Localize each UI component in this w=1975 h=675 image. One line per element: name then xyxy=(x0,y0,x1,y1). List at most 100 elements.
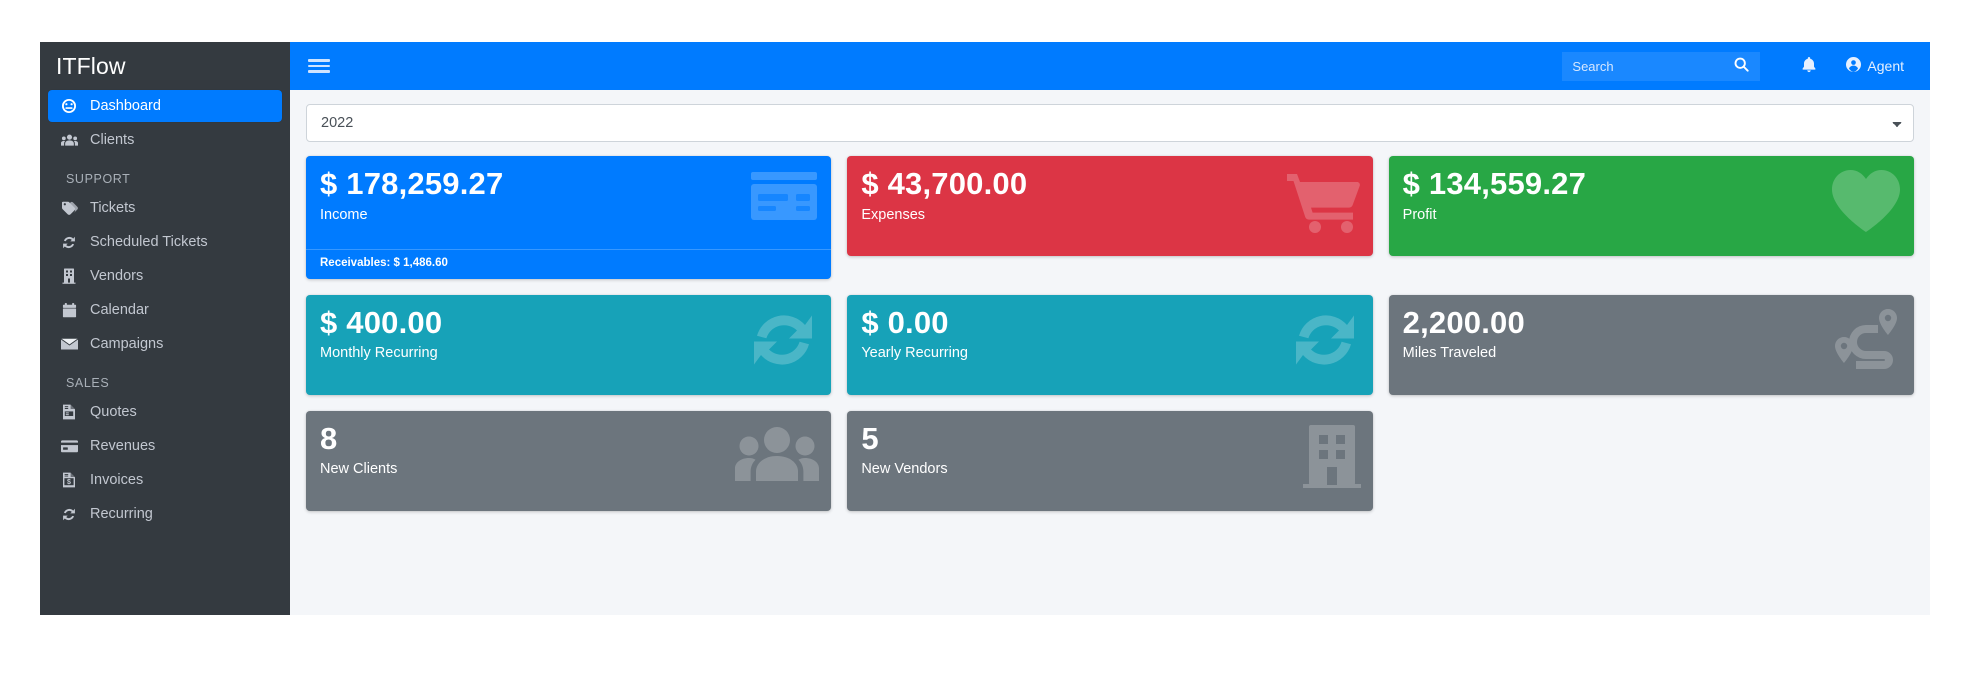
stat-card-new-vendors[interactable]: 5 New Vendors xyxy=(847,410,1373,511)
content-wrapper: Agent 2022 $ 178,259.27 Income Receivabl… xyxy=(290,42,1930,615)
stat-card-spacer xyxy=(320,361,817,387)
sidebar-item-invoices[interactable]: $ Invoices xyxy=(48,464,282,496)
top-navbar: Agent xyxy=(290,42,1930,90)
sidebar-item-campaigns[interactable]: Campaigns xyxy=(48,328,282,360)
search-group xyxy=(1562,51,1761,81)
sidebar-item-quotes[interactable]: Quotes xyxy=(48,396,282,428)
user-menu-button[interactable]: Agent xyxy=(1832,51,1918,81)
sidebar-item-dashboard[interactable]: Dashboard xyxy=(48,90,282,122)
sidebar-item-label: Clients xyxy=(90,132,135,148)
sidebar-item-tickets[interactable]: Tickets xyxy=(48,192,282,224)
sidebar-section-support: SUPPORT xyxy=(66,172,131,186)
stat-card-label: Expenses xyxy=(861,206,926,223)
calendar-icon xyxy=(58,301,80,319)
envelope-icon xyxy=(58,335,80,353)
hamburger-bar xyxy=(308,59,330,62)
stat-card-value: $ 134,559.27 xyxy=(1402,166,1587,201)
stat-card-label: Income xyxy=(320,206,368,223)
file-dollar-icon: $ xyxy=(58,471,80,489)
sidebar-item-label: Recurring xyxy=(90,506,153,522)
gauge-icon xyxy=(58,97,80,115)
shopping-cart-icon xyxy=(1285,168,1361,234)
stat-card-spacer xyxy=(861,477,1358,503)
building-icon xyxy=(58,267,80,285)
stat-card-profit[interactable]: $ 134,559.27 Profit xyxy=(1388,156,1914,256)
stat-card-yearly-recurring[interactable]: $ 0.00 Yearly Recurring xyxy=(847,294,1373,395)
stat-card-monthly-recurring[interactable]: $ 400.00 Monthly Recurring xyxy=(306,294,832,395)
stat-card-label: Yearly Recurring xyxy=(861,345,968,362)
stat-card-col: $ 178,259.27 Income Receivables: $ 1,486… xyxy=(298,156,839,295)
sync-icon xyxy=(58,233,80,251)
sidebar-item-label: Scheduled Tickets xyxy=(90,234,208,250)
sidebar-item-vendors[interactable]: Vendors xyxy=(48,260,282,292)
sidebar-item-label: Campaigns xyxy=(90,336,164,352)
sidebar-item-label: Dashboard xyxy=(90,98,161,114)
hamburger-bar xyxy=(308,64,330,68)
stat-card-income[interactable]: $ 178,259.27 Income Receivables: $ 1,486… xyxy=(306,156,832,279)
year-filter: 2022 xyxy=(306,104,1914,142)
stat-card-col: 8 New Clients xyxy=(298,410,839,527)
heart-icon xyxy=(1830,168,1902,234)
building-icon xyxy=(1302,423,1361,489)
year-select[interactable]: 2022 xyxy=(306,104,1914,142)
credit-card-icon xyxy=(749,168,819,224)
stat-card-value: 2,200.00 xyxy=(1402,304,1525,340)
search-input[interactable] xyxy=(1562,51,1723,81)
stat-card-value: $ 178,259.27 xyxy=(320,166,504,201)
sync-icon xyxy=(747,307,819,373)
sidebar-nav: Dashboard Clients SUPPORT xyxy=(40,90,290,530)
stat-card-label: New Clients xyxy=(320,461,398,478)
stat-card-col: $ 0.00 Yearly Recurring xyxy=(839,294,1380,411)
sidebar-item-recurring[interactable]: Recurring xyxy=(48,498,282,530)
svg-text:$: $ xyxy=(67,479,71,486)
sidebar-item-label: Quotes xyxy=(90,404,137,420)
app-window: ITFlow Dashboard xyxy=(40,42,1930,615)
sidebar-item-label: Vendors xyxy=(90,268,144,284)
stat-card-label: New Vendors xyxy=(861,461,948,478)
sync-icon xyxy=(1289,307,1361,373)
users-icon xyxy=(735,423,820,485)
stat-card-expenses[interactable]: $ 43,700.00 Expenses xyxy=(847,156,1373,256)
sidebar-item-scheduled-tickets[interactable]: Scheduled Tickets xyxy=(48,226,282,258)
stat-card-value: $ 0.00 xyxy=(861,304,949,340)
sidebar-item-calendar[interactable]: Calendar xyxy=(48,294,282,326)
stat-card-footer: Receivables: $ 1,486.60 xyxy=(306,248,832,277)
sidebar-item-label: Invoices xyxy=(90,472,144,488)
stat-card-label: Monthly Recurring xyxy=(320,345,438,362)
stat-card-miles-traveled[interactable]: 2,200.00 Miles Traveled xyxy=(1388,294,1914,395)
hamburger-icon[interactable] xyxy=(308,55,330,77)
stat-card-value: $ 400.00 xyxy=(320,304,443,340)
credit-card-icon xyxy=(58,437,80,455)
sidebar-section-sales: SALES xyxy=(66,376,110,390)
brand-logo[interactable]: ITFlow xyxy=(40,42,290,90)
search-icon xyxy=(1734,57,1749,75)
navbar-right-group: Agent xyxy=(1562,51,1918,82)
users-icon xyxy=(58,131,80,149)
file-invoice-icon xyxy=(58,403,80,421)
stat-card-col: 2,200.00 Miles Traveled xyxy=(1381,294,1922,411)
stat-card-new-clients[interactable]: 8 New Clients xyxy=(306,410,832,511)
stat-card-col: $ 400.00 Monthly Recurring xyxy=(298,294,839,411)
stat-card-spacer xyxy=(320,223,817,249)
sidebar-item-label: Tickets xyxy=(90,200,136,216)
sidebar-item-clients[interactable]: Clients xyxy=(48,124,282,156)
notifications-button[interactable] xyxy=(1786,51,1832,82)
sidebar-item-label: Revenues xyxy=(90,438,156,454)
hamburger-bar xyxy=(308,70,330,73)
sidebar-item-label: Calendar xyxy=(90,302,149,318)
stat-card-label: Profit xyxy=(1402,206,1437,223)
sync-icon xyxy=(58,505,80,523)
stat-card-label: Miles Traveled xyxy=(1402,345,1497,362)
search-button[interactable] xyxy=(1722,51,1761,81)
route-icon xyxy=(1828,307,1902,371)
sidebar-item-revenues[interactable]: Revenues xyxy=(48,430,282,462)
stat-card-spacer xyxy=(861,361,1358,387)
stat-card-col: $ 134,559.27 Profit xyxy=(1381,156,1922,295)
user-name-label: Agent xyxy=(1867,58,1904,74)
bell-icon xyxy=(1802,56,1816,76)
stat-card-col: 5 New Vendors xyxy=(839,410,1380,527)
brand-title: ITFlow xyxy=(56,52,126,79)
stat-card-value: $ 43,700.00 xyxy=(861,166,1028,201)
stat-card-col: $ 43,700.00 Expenses xyxy=(839,156,1380,295)
sidebar: ITFlow Dashboard xyxy=(40,42,290,615)
